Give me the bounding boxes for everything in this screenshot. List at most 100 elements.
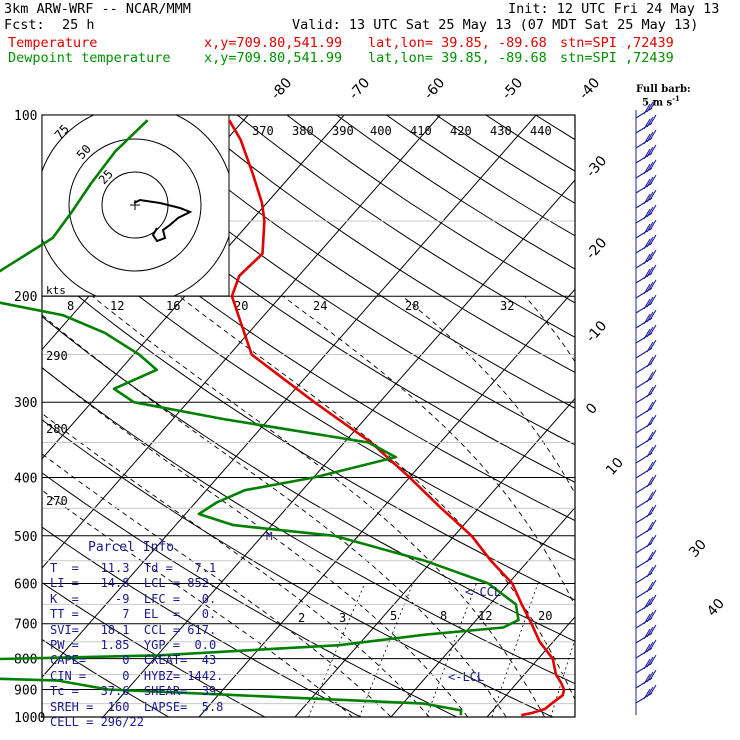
hodograph-ring	[68, 138, 202, 272]
wind-barb	[635, 174, 657, 194]
chart-grid	[42, 115, 740, 717]
dry-adiabat	[42, 582, 266, 717]
dewpoint-line	[0, 119, 520, 716]
wind-barb	[635, 594, 657, 614]
isotherm-label: -30	[583, 153, 610, 181]
moist-adiabat	[178, 295, 575, 701]
moist-adiabat	[42, 489, 353, 717]
theta-label: 370	[252, 124, 274, 138]
mixing-ratio-label: 8	[440, 609, 447, 623]
wind-barb	[635, 279, 657, 299]
isotherm-label: -60	[421, 75, 448, 103]
isotherm-label: -70	[346, 75, 373, 103]
pressure-label: 500	[14, 530, 37, 545]
barb-legend-line1: Full barb:	[636, 84, 691, 95]
wind-barb	[635, 264, 657, 284]
mixing-ratio-label: 5	[390, 609, 397, 623]
isotherm-label: 40	[704, 596, 728, 620]
barb-legend-line2: 5 m s-1	[642, 94, 680, 109]
isotherm-label: -20	[583, 235, 610, 263]
mixing-ratio-line	[308, 583, 366, 717]
isotherm-label: 10	[603, 455, 627, 479]
pressure-label: 600	[14, 577, 37, 592]
forecast-hours: 25 h	[62, 17, 95, 33]
wind-barb	[635, 534, 657, 554]
wind-barb	[635, 609, 657, 629]
theta-label: 400	[370, 124, 392, 138]
isotherm-label: -10	[583, 318, 610, 346]
parcel-row: T = 11.3 Td = 7.1	[50, 561, 217, 575]
moist-adiabat-label: 32	[500, 299, 514, 313]
legend-temperature: Temperature	[8, 35, 98, 51]
pressure-label: 1000	[14, 711, 45, 726]
level-marker: M	[266, 530, 273, 543]
parcel-row: CELL = 296/22	[50, 715, 144, 729]
legend-dewpoint: Dewpoint temperature	[8, 50, 171, 66]
theta-label: 280	[46, 422, 68, 436]
wind-barbs	[635, 99, 657, 715]
moist-adiabat-label: 8	[67, 299, 74, 313]
dry-adiabat	[386, 115, 575, 237]
dry-adiabat	[286, 115, 575, 304]
dry-adiabat	[42, 419, 554, 717]
wind-barb	[635, 294, 657, 314]
isotherm	[486, 616, 575, 717]
wind-barb	[635, 189, 657, 209]
mixing-ratio-line	[359, 583, 414, 717]
parcel-row: CAPE= 0 CXEAT= 43	[50, 653, 217, 668]
pressure-label: 900	[14, 683, 37, 698]
pressure-label: 200	[14, 290, 37, 305]
wind-barb	[635, 654, 657, 674]
wind-barb	[635, 414, 657, 434]
temperature-line	[228, 119, 566, 717]
isotherm	[679, 115, 740, 717]
wind-barb	[635, 669, 657, 689]
model-title: 3km ARW-WRF -- NCAR/MMM	[4, 1, 191, 17]
wind-barb	[635, 624, 657, 644]
hodograph-frame	[41, 114, 230, 297]
temp-latlon: lat,lon= 39.85, -89.68	[368, 35, 547, 51]
wind-barb	[635, 219, 657, 239]
theta-label: 290	[46, 349, 68, 363]
pressure-label: 700	[14, 618, 37, 633]
temp-xy: x,y=709.80,541.99	[204, 35, 343, 51]
dry-adiabat	[42, 117, 575, 483]
parcel-row: K = -9 LFC = 0.	[50, 591, 217, 606]
mixing-ratio-line	[426, 583, 477, 717]
dry-adiabat	[42, 526, 362, 717]
wind-barb	[635, 579, 657, 599]
isotherm	[42, 115, 441, 569]
theta-label: 380	[292, 124, 314, 138]
dry-adiabat	[42, 638, 170, 717]
moist-adiabat-label: 24	[313, 299, 327, 313]
isotherm	[42, 115, 537, 678]
dry-adiabat	[42, 472, 458, 717]
wind-barb	[635, 399, 657, 419]
moist-adiabat	[42, 453, 392, 717]
isotherm-label: -80	[268, 75, 295, 103]
isotherm	[198, 288, 575, 717]
wind-barb	[635, 309, 657, 329]
wind-barb	[635, 369, 657, 389]
wind-barb	[635, 444, 657, 464]
mixing-ratio-label: 20	[538, 609, 552, 623]
wind-barb	[635, 564, 657, 584]
theta-label: 430	[490, 124, 512, 138]
pressure-label: 400	[14, 471, 37, 486]
dew-xy: x,y=709.80,541.99	[204, 50, 343, 66]
wind-barb	[635, 249, 657, 269]
wind-barb	[635, 519, 657, 539]
wind-barb	[635, 684, 657, 704]
plot-frame	[41, 114, 576, 718]
wind-barb	[635, 324, 657, 344]
parcel-row: SREH = 160 LAPSE= 5.8	[50, 699, 224, 714]
moist-adiabat-label: 16	[166, 299, 180, 313]
isotherm-label: -40	[576, 75, 603, 103]
dry-adiabat	[42, 215, 575, 561]
parcel-row: CIN = 0 HYBZ= 1442.	[50, 668, 224, 683]
wind-barb	[635, 504, 657, 524]
dry-adiabat	[236, 115, 575, 338]
parcel-row: Tc = 37.6 SHEAR= 39.	[50, 684, 224, 699]
